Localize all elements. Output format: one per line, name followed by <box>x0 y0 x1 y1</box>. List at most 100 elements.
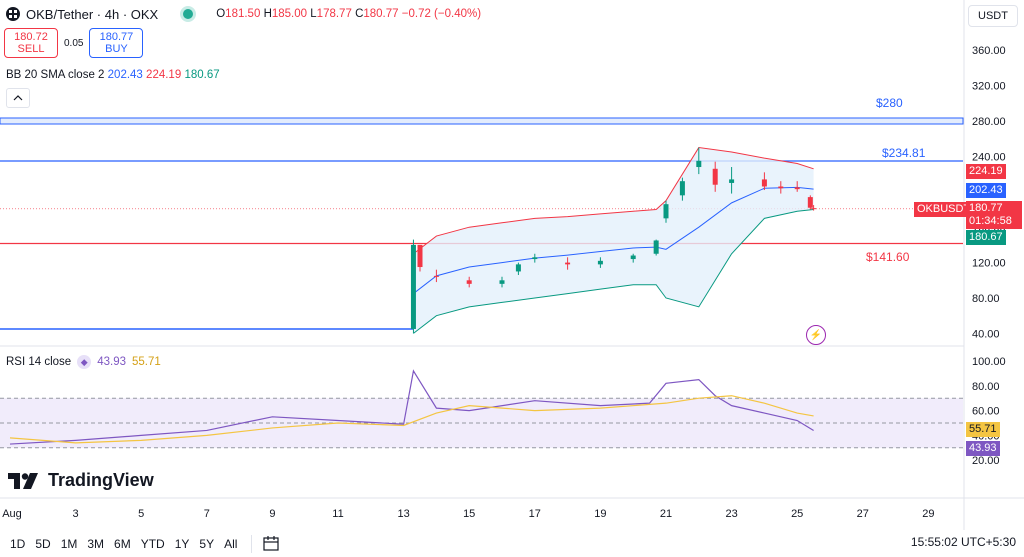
symbol-price-label: OKBUSDT <box>914 202 974 217</box>
rsi-value: 43.93 <box>97 356 126 368</box>
time-tick-label: 17 <box>529 508 541 520</box>
candle-body <box>712 168 718 185</box>
trade-panel: 180.72 SELL 0.05 180.77 BUY <box>4 28 144 58</box>
level-280-zone <box>0 117 964 125</box>
buy-button[interactable]: 180.77 BUY <box>89 28 144 58</box>
rsi-price-label: 43.93 <box>966 441 1000 456</box>
clock-timezone[interactable]: 15:55:02 UTC+5:30 <box>910 535 1016 549</box>
candle-body <box>417 244 423 268</box>
currency-selector[interactable]: USDT <box>968 5 1018 27</box>
rsi-ma-value: 55.71 <box>131 356 161 368</box>
rsi-legend[interactable]: RSI 14 close ◆ 43.93 55.71 <box>6 355 161 369</box>
range-all[interactable]: All <box>224 536 238 551</box>
candle-body <box>565 262 571 265</box>
rsi-line <box>9 369 814 445</box>
range-1m[interactable]: 1M <box>60 536 78 551</box>
price-tick-label: 320.00 <box>972 81 1006 93</box>
candle-body <box>811 208 817 210</box>
candle-body <box>807 197 813 208</box>
chevron-up-icon <box>13 95 23 101</box>
candle-body <box>515 264 521 272</box>
time-tick-label: Aug <box>2 508 22 520</box>
buy-label: BUY <box>105 43 128 55</box>
level-234-label[interactable]: $234.81 <box>882 146 926 160</box>
time-tick-label: 9 <box>269 508 275 520</box>
candle-body <box>778 186 784 189</box>
bottom-toolbar: 1D 5D 1M 3M 6M YTD 1Y 5Y All <box>0 530 1024 557</box>
market-open-icon <box>180 6 197 22</box>
candle-body <box>597 260 603 265</box>
last-price: 180.77 <box>969 202 1003 214</box>
ohlc-values: O181.50 H185.00 L178.77 C180.77 −0.72 (−… <box>216 8 482 20</box>
buy-price: 180.77 <box>99 31 134 43</box>
price-tick-label: 120.00 <box>972 258 1006 270</box>
candle-body <box>761 179 767 187</box>
rsi-ma-price-label: 55.71 <box>966 422 1000 437</box>
rsi-tick-label: 80.00 <box>972 381 1000 393</box>
candle-body <box>466 280 472 284</box>
time-tick-label: 13 <box>397 508 409 520</box>
rsi-settings-icon[interactable]: ◆ <box>77 355 92 369</box>
bb-upper-value: 224.19 <box>146 69 182 81</box>
candle-body <box>433 275 439 277</box>
symbol-header: OKB/Tether · 4h · OKX O181.50 H185.00 L1… <box>6 6 481 22</box>
rsi-ma-line <box>9 395 814 444</box>
bb-fill <box>413 147 814 334</box>
time-tick-label: 15 <box>463 508 475 520</box>
range-6m[interactable]: 6M <box>114 536 131 551</box>
time-tick-label: 27 <box>857 508 869 520</box>
bar-countdown: 01:34:58 <box>969 215 1012 227</box>
time-tick-label: 3 <box>73 508 79 520</box>
rsi-label: RSI 14 close <box>6 356 72 368</box>
price-tick-label: 40.00 <box>972 328 1000 340</box>
watermark-text: TradingView <box>48 470 154 490</box>
price-tick-label: 360.00 <box>972 45 1006 57</box>
range-1d[interactable]: 1D <box>10 536 26 551</box>
range-1y[interactable]: 1Y <box>174 536 190 551</box>
sell-price: 180.72 <box>14 31 48 43</box>
bb-basis-price-label: 202.43 <box>966 183 1006 198</box>
bb-lower-line <box>413 209 814 334</box>
last-price-label: 180.77 01:34:58 <box>966 201 1022 229</box>
candle-body <box>679 181 685 196</box>
collapse-legend-button[interactable] <box>6 88 30 108</box>
bb-upper-price-label: 224.19 <box>966 164 1006 179</box>
time-tick-label: 25 <box>791 508 803 520</box>
candle-body <box>499 280 505 284</box>
candle-body <box>663 204 669 219</box>
range-ytd[interactable]: YTD <box>140 536 165 551</box>
range-5y[interactable]: 5Y <box>199 536 215 551</box>
sell-label: SELL <box>17 43 45 55</box>
bb-label: BB 20 SMA close 2 <box>6 69 105 81</box>
rsi-tick-label: 20.00 <box>972 455 1000 467</box>
candle-body <box>653 240 659 254</box>
bb-lower-value: 180.67 <box>184 69 220 81</box>
level-141-label[interactable]: $141.60 <box>866 250 910 264</box>
calendar-range-icon[interactable] <box>262 535 280 553</box>
price-tick-label: 240.00 <box>972 151 1006 163</box>
lightning-icon[interactable]: ⚡ <box>806 325 826 345</box>
candle-body <box>410 244 416 329</box>
range-5d[interactable]: 5D <box>35 536 51 551</box>
candle-body <box>794 187 800 190</box>
bb-legend[interactable]: BB 20 SMA close 2 202.43 224.19 180.67 <box>6 69 220 81</box>
tradingview-logo-icon <box>8 472 38 489</box>
time-tick-label: 11 <box>332 508 343 520</box>
candle-body <box>729 179 735 183</box>
tradingview-watermark: TradingView <box>8 470 154 491</box>
sell-button[interactable]: 180.72 SELL <box>4 28 58 58</box>
candle-body <box>630 255 636 260</box>
bb-basis-value: 202.43 <box>107 69 143 81</box>
divider <box>251 534 253 553</box>
range-3m[interactable]: 3M <box>87 536 105 551</box>
bb-upper-line <box>413 147 814 255</box>
time-tick-label: 23 <box>725 508 737 520</box>
time-tick-label: 7 <box>204 508 210 520</box>
price-tick-label: 80.00 <box>972 293 1000 305</box>
bb-lower-price-label: 180.67 <box>966 230 1006 245</box>
symbol-title[interactable]: OKB/Tether · 4h · OKX <box>26 6 159 22</box>
time-tick-label: 29 <box>922 508 934 520</box>
rsi-tick-label: 100.00 <box>972 356 1006 368</box>
level-280-label[interactable]: $280 <box>876 96 903 110</box>
